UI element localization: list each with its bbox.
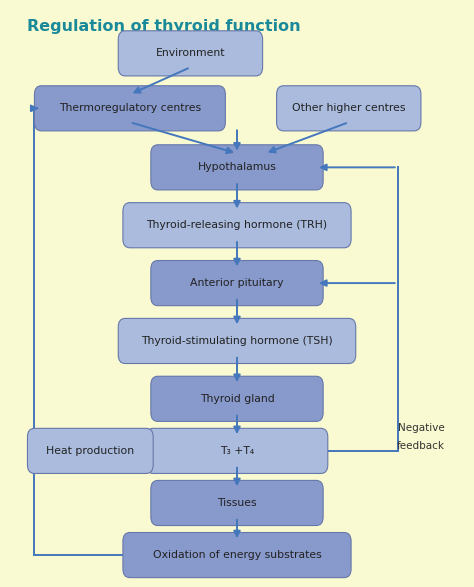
- Text: Heat production: Heat production: [46, 446, 134, 456]
- FancyBboxPatch shape: [118, 318, 356, 363]
- FancyBboxPatch shape: [151, 261, 323, 306]
- Text: Anterior pituitary: Anterior pituitary: [190, 278, 284, 288]
- FancyBboxPatch shape: [151, 145, 323, 190]
- Text: Thermoregulatory centres: Thermoregulatory centres: [59, 103, 201, 113]
- FancyBboxPatch shape: [123, 532, 351, 578]
- Text: Hypothalamus: Hypothalamus: [198, 163, 276, 173]
- Text: Tissues: Tissues: [217, 498, 257, 508]
- FancyBboxPatch shape: [151, 480, 323, 525]
- Text: T₃ +T₄: T₃ +T₄: [220, 446, 254, 456]
- FancyBboxPatch shape: [35, 86, 225, 131]
- FancyBboxPatch shape: [123, 203, 351, 248]
- Text: Other higher centres: Other higher centres: [292, 103, 406, 113]
- Text: Oxidation of energy substrates: Oxidation of energy substrates: [153, 550, 321, 560]
- FancyBboxPatch shape: [27, 429, 153, 474]
- FancyBboxPatch shape: [118, 31, 263, 76]
- Text: Negative: Negative: [398, 423, 444, 433]
- Text: Thyroid gland: Thyroid gland: [200, 394, 274, 404]
- Text: feedback: feedback: [397, 441, 445, 451]
- FancyBboxPatch shape: [151, 376, 323, 421]
- FancyBboxPatch shape: [277, 86, 421, 131]
- Text: Environment: Environment: [155, 48, 225, 58]
- Text: Thyroid-releasing hormone (TRH): Thyroid-releasing hormone (TRH): [146, 220, 328, 230]
- Text: Regulation of thyroid function: Regulation of thyroid function: [27, 19, 301, 33]
- Text: Thyroid-stimulating hormone (TSH): Thyroid-stimulating hormone (TSH): [141, 336, 333, 346]
- FancyBboxPatch shape: [146, 429, 328, 474]
